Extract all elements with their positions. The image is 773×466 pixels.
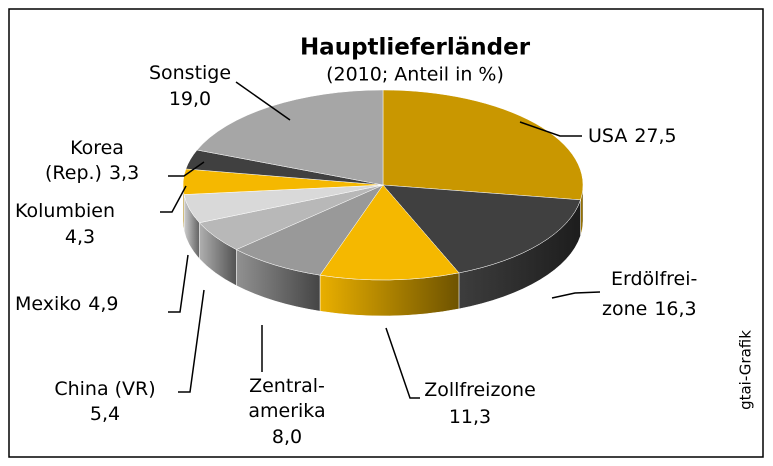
data-label: amerika xyxy=(248,400,325,422)
label-part: 4,9 xyxy=(88,293,118,315)
leader-line xyxy=(168,161,205,177)
label-part: 5,4 xyxy=(90,403,120,425)
data-label: Zentral- xyxy=(249,375,325,397)
data-label: Mexiko 4,9 xyxy=(15,293,118,315)
label-part: Erdölfrei- xyxy=(611,268,697,290)
data-label: 5,4 xyxy=(90,403,120,425)
pie-tops xyxy=(182,89,584,281)
data-label: zone 16,3 xyxy=(602,298,697,320)
label-part: Kolumbien xyxy=(15,200,115,222)
label-part: Mexiko xyxy=(15,293,81,315)
leader-line xyxy=(160,185,187,213)
label-part: 19,0 xyxy=(169,88,211,110)
data-label: Zollfreizone xyxy=(424,379,536,401)
leader-line xyxy=(178,289,205,393)
data-label: China (VR) xyxy=(54,378,155,400)
chart-subtitle: (2010; Anteil in %) xyxy=(326,64,504,86)
label-part: 11,3 xyxy=(449,406,491,428)
label-part: 4,3 xyxy=(65,226,95,248)
data-label: Korea xyxy=(70,137,124,159)
label-part: Zentral- xyxy=(249,375,325,397)
label-part: Sonstige xyxy=(149,62,231,84)
leader-line xyxy=(519,121,582,137)
slice xyxy=(319,184,460,281)
slice xyxy=(235,184,384,276)
label-part: 27,5 xyxy=(634,125,676,147)
label-part: China (VR) xyxy=(54,378,155,400)
chart-title: Hauptlieferländer xyxy=(300,35,531,61)
label-part: 8,0 xyxy=(272,426,302,448)
label-part: Zollfreizone xyxy=(424,379,536,401)
slice xyxy=(382,184,581,274)
label-part: USA xyxy=(588,125,627,147)
data-label: 8,0 xyxy=(272,426,302,448)
label-part: amerika xyxy=(248,400,325,422)
data-label: 4,3 xyxy=(65,226,95,248)
leader-line xyxy=(551,291,601,299)
labels: USA 27,5 Erdölfrei-zone 16,3 Zollfreizone 11,… xyxy=(15,62,697,448)
source: gtai-Grafik xyxy=(737,330,755,410)
data-label: (Rep.) 3,3 xyxy=(45,162,139,184)
leader-lines xyxy=(160,81,601,399)
label-part: Korea xyxy=(70,137,124,159)
slice xyxy=(382,89,584,201)
label-part: zone xyxy=(602,298,647,320)
label-part: (Rep.) xyxy=(45,162,102,184)
leader-line xyxy=(168,254,189,313)
label-part: 3,3 xyxy=(109,162,139,184)
label-part: 16,3 xyxy=(654,298,696,320)
data-label: 11,3 xyxy=(449,406,491,428)
data-label: Sonstige xyxy=(149,62,231,84)
data-label: 19,0 xyxy=(169,88,211,110)
leader-line xyxy=(235,81,291,121)
data-label: USA 27,5 xyxy=(588,125,677,147)
leader-line xyxy=(385,327,420,399)
data-label: Kolumbien xyxy=(15,200,115,222)
data-label: Erdölfrei- xyxy=(611,268,697,290)
